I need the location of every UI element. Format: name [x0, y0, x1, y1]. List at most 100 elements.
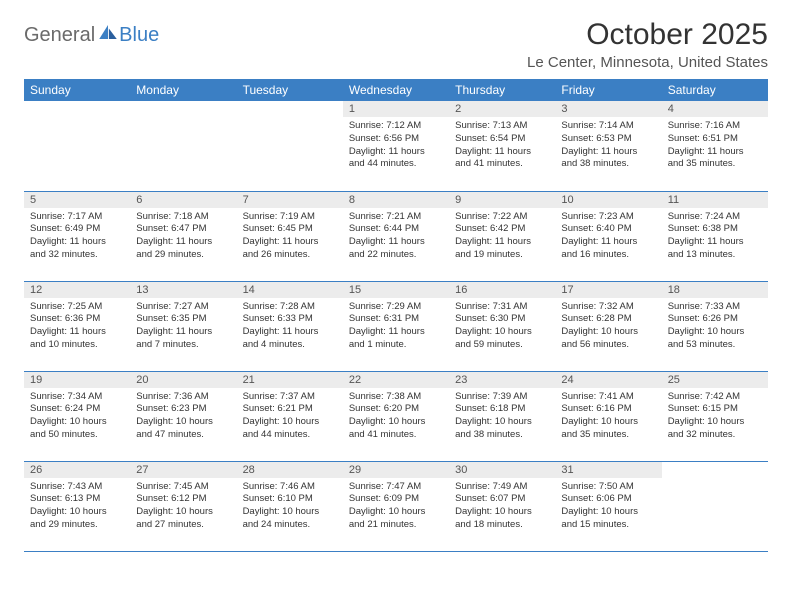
daylight-text: Daylight: 11 hours and 38 minutes.	[561, 146, 655, 172]
sunset-text: Sunset: 6:51 PM	[668, 133, 762, 146]
sunrise-text: Sunrise: 7:36 AM	[136, 391, 230, 404]
day-number: 1	[343, 101, 449, 117]
day-details: Sunrise: 7:29 AMSunset: 6:31 PMDaylight:…	[343, 298, 449, 356]
day-number: 25	[662, 372, 768, 388]
calendar-day-cell: 15Sunrise: 7:29 AMSunset: 6:31 PMDayligh…	[343, 281, 449, 371]
calendar-day-cell: 24Sunrise: 7:41 AMSunset: 6:16 PMDayligh…	[555, 371, 661, 461]
day-number: 20	[130, 372, 236, 388]
sunset-text: Sunset: 6:18 PM	[455, 403, 549, 416]
day-number: 6	[130, 192, 236, 208]
day-details: Sunrise: 7:12 AMSunset: 6:56 PMDaylight:…	[343, 117, 449, 175]
day-details: Sunrise: 7:22 AMSunset: 6:42 PMDaylight:…	[449, 208, 555, 266]
sunrise-text: Sunrise: 7:16 AM	[668, 120, 762, 133]
sunrise-text: Sunrise: 7:12 AM	[349, 120, 443, 133]
calendar-day-cell: 27Sunrise: 7:45 AMSunset: 6:12 PMDayligh…	[130, 461, 236, 551]
sunrise-text: Sunrise: 7:19 AM	[243, 211, 337, 224]
daylight-text: Daylight: 10 hours and 56 minutes.	[561, 326, 655, 352]
day-number: 11	[662, 192, 768, 208]
day-details: Sunrise: 7:13 AMSunset: 6:54 PMDaylight:…	[449, 117, 555, 175]
logo-text-blue: Blue	[119, 24, 159, 47]
day-number: 19	[24, 372, 130, 388]
day-number	[237, 101, 343, 105]
day-details: Sunrise: 7:24 AMSunset: 6:38 PMDaylight:…	[662, 208, 768, 266]
sunrise-text: Sunrise: 7:38 AM	[349, 391, 443, 404]
day-number: 30	[449, 462, 555, 478]
day-details: Sunrise: 7:33 AMSunset: 6:26 PMDaylight:…	[662, 298, 768, 356]
day-number: 24	[555, 372, 661, 388]
daylight-text: Daylight: 10 hours and 18 minutes.	[455, 506, 549, 532]
location-text: Le Center, Minnesota, United States	[527, 54, 768, 71]
sunset-text: Sunset: 6:56 PM	[349, 133, 443, 146]
day-number: 4	[662, 101, 768, 117]
sunrise-text: Sunrise: 7:39 AM	[455, 391, 549, 404]
calendar-day-cell: 31Sunrise: 7:50 AMSunset: 6:06 PMDayligh…	[555, 461, 661, 551]
calendar-day-cell: 19Sunrise: 7:34 AMSunset: 6:24 PMDayligh…	[24, 371, 130, 461]
day-details: Sunrise: 7:18 AMSunset: 6:47 PMDaylight:…	[130, 208, 236, 266]
calendar-day-cell: 9Sunrise: 7:22 AMSunset: 6:42 PMDaylight…	[449, 191, 555, 281]
sunset-text: Sunset: 6:30 PM	[455, 313, 549, 326]
day-details: Sunrise: 7:34 AMSunset: 6:24 PMDaylight:…	[24, 388, 130, 446]
day-number	[662, 462, 768, 466]
calendar-day-cell: 4 Sunrise: 7:16 AMSunset: 6:51 PMDaylight…	[662, 101, 768, 191]
sunrise-text: Sunrise: 7:24 AM	[668, 211, 762, 224]
calendar-week-row: 5Sunrise: 7:17 AMSunset: 6:49 PMDaylight…	[24, 191, 768, 281]
sunrise-text: Sunrise: 7:14 AM	[561, 120, 655, 133]
day-details: Sunrise: 7:31 AMSunset: 6:30 PMDaylight:…	[449, 298, 555, 356]
calendar-day-cell	[130, 101, 236, 191]
daylight-text: Daylight: 10 hours and 24 minutes.	[243, 506, 337, 532]
logo: General Blue	[24, 24, 159, 47]
daylight-text: Daylight: 10 hours and 21 minutes.	[349, 506, 443, 532]
calendar-day-cell: 10Sunrise: 7:23 AMSunset: 6:40 PMDayligh…	[555, 191, 661, 281]
day-details: Sunrise: 7:17 AMSunset: 6:49 PMDaylight:…	[24, 208, 130, 266]
weekday-header: Monday	[130, 79, 236, 101]
day-number: 27	[130, 462, 236, 478]
daylight-text: Daylight: 11 hours and 29 minutes.	[136, 236, 230, 262]
sunset-text: Sunset: 6:36 PM	[30, 313, 124, 326]
daylight-text: Daylight: 10 hours and 29 minutes.	[30, 506, 124, 532]
sunrise-text: Sunrise: 7:42 AM	[668, 391, 762, 404]
sunrise-text: Sunrise: 7:49 AM	[455, 481, 549, 494]
logo-text-general: General	[24, 24, 95, 47]
day-details: Sunrise: 7:32 AMSunset: 6:28 PMDaylight:…	[555, 298, 661, 356]
sunrise-text: Sunrise: 7:32 AM	[561, 301, 655, 314]
sunrise-text: Sunrise: 7:18 AM	[136, 211, 230, 224]
day-details: Sunrise: 7:45 AMSunset: 6:12 PMDaylight:…	[130, 478, 236, 536]
sunset-text: Sunset: 6:12 PM	[136, 493, 230, 506]
daylight-text: Daylight: 11 hours and 22 minutes.	[349, 236, 443, 262]
calendar-day-cell: 14Sunrise: 7:28 AMSunset: 6:33 PMDayligh…	[237, 281, 343, 371]
day-details: Sunrise: 7:46 AMSunset: 6:10 PMDaylight:…	[237, 478, 343, 536]
day-number: 28	[237, 462, 343, 478]
sunset-text: Sunset: 6:23 PM	[136, 403, 230, 416]
day-number	[130, 101, 236, 105]
daylight-text: Daylight: 10 hours and 15 minutes.	[561, 506, 655, 532]
day-details: Sunrise: 7:43 AMSunset: 6:13 PMDaylight:…	[24, 478, 130, 536]
calendar-day-cell: 12Sunrise: 7:25 AMSunset: 6:36 PMDayligh…	[24, 281, 130, 371]
sunset-text: Sunset: 6:45 PM	[243, 223, 337, 236]
sunrise-text: Sunrise: 7:41 AM	[561, 391, 655, 404]
calendar-day-cell: 11Sunrise: 7:24 AMSunset: 6:38 PMDayligh…	[662, 191, 768, 281]
sunset-text: Sunset: 6:21 PM	[243, 403, 337, 416]
daylight-text: Daylight: 10 hours and 50 minutes.	[30, 416, 124, 442]
sunset-text: Sunset: 6:40 PM	[561, 223, 655, 236]
calendar-week-row: 26Sunrise: 7:43 AMSunset: 6:13 PMDayligh…	[24, 461, 768, 551]
calendar-day-cell: 16Sunrise: 7:31 AMSunset: 6:30 PMDayligh…	[449, 281, 555, 371]
daylight-text: Daylight: 10 hours and 53 minutes.	[668, 326, 762, 352]
day-number: 16	[449, 282, 555, 298]
daylight-text: Daylight: 10 hours and 27 minutes.	[136, 506, 230, 532]
calendar-day-cell: 17Sunrise: 7:32 AMSunset: 6:28 PMDayligh…	[555, 281, 661, 371]
calendar-day-cell: 18Sunrise: 7:33 AMSunset: 6:26 PMDayligh…	[662, 281, 768, 371]
sunset-text: Sunset: 6:54 PM	[455, 133, 549, 146]
sunset-text: Sunset: 6:13 PM	[30, 493, 124, 506]
weekday-header: Tuesday	[237, 79, 343, 101]
sunrise-text: Sunrise: 7:29 AM	[349, 301, 443, 314]
sunset-text: Sunset: 6:10 PM	[243, 493, 337, 506]
calendar-day-cell: 8Sunrise: 7:21 AMSunset: 6:44 PMDaylight…	[343, 191, 449, 281]
day-details: Sunrise: 7:25 AMSunset: 6:36 PMDaylight:…	[24, 298, 130, 356]
daylight-text: Daylight: 11 hours and 35 minutes.	[668, 146, 762, 172]
day-details: Sunrise: 7:28 AMSunset: 6:33 PMDaylight:…	[237, 298, 343, 356]
day-number: 8	[343, 192, 449, 208]
sunset-text: Sunset: 6:47 PM	[136, 223, 230, 236]
sunset-text: Sunset: 6:26 PM	[668, 313, 762, 326]
weekday-header: Sunday	[24, 79, 130, 101]
calendar-day-cell: 13Sunrise: 7:27 AMSunset: 6:35 PMDayligh…	[130, 281, 236, 371]
